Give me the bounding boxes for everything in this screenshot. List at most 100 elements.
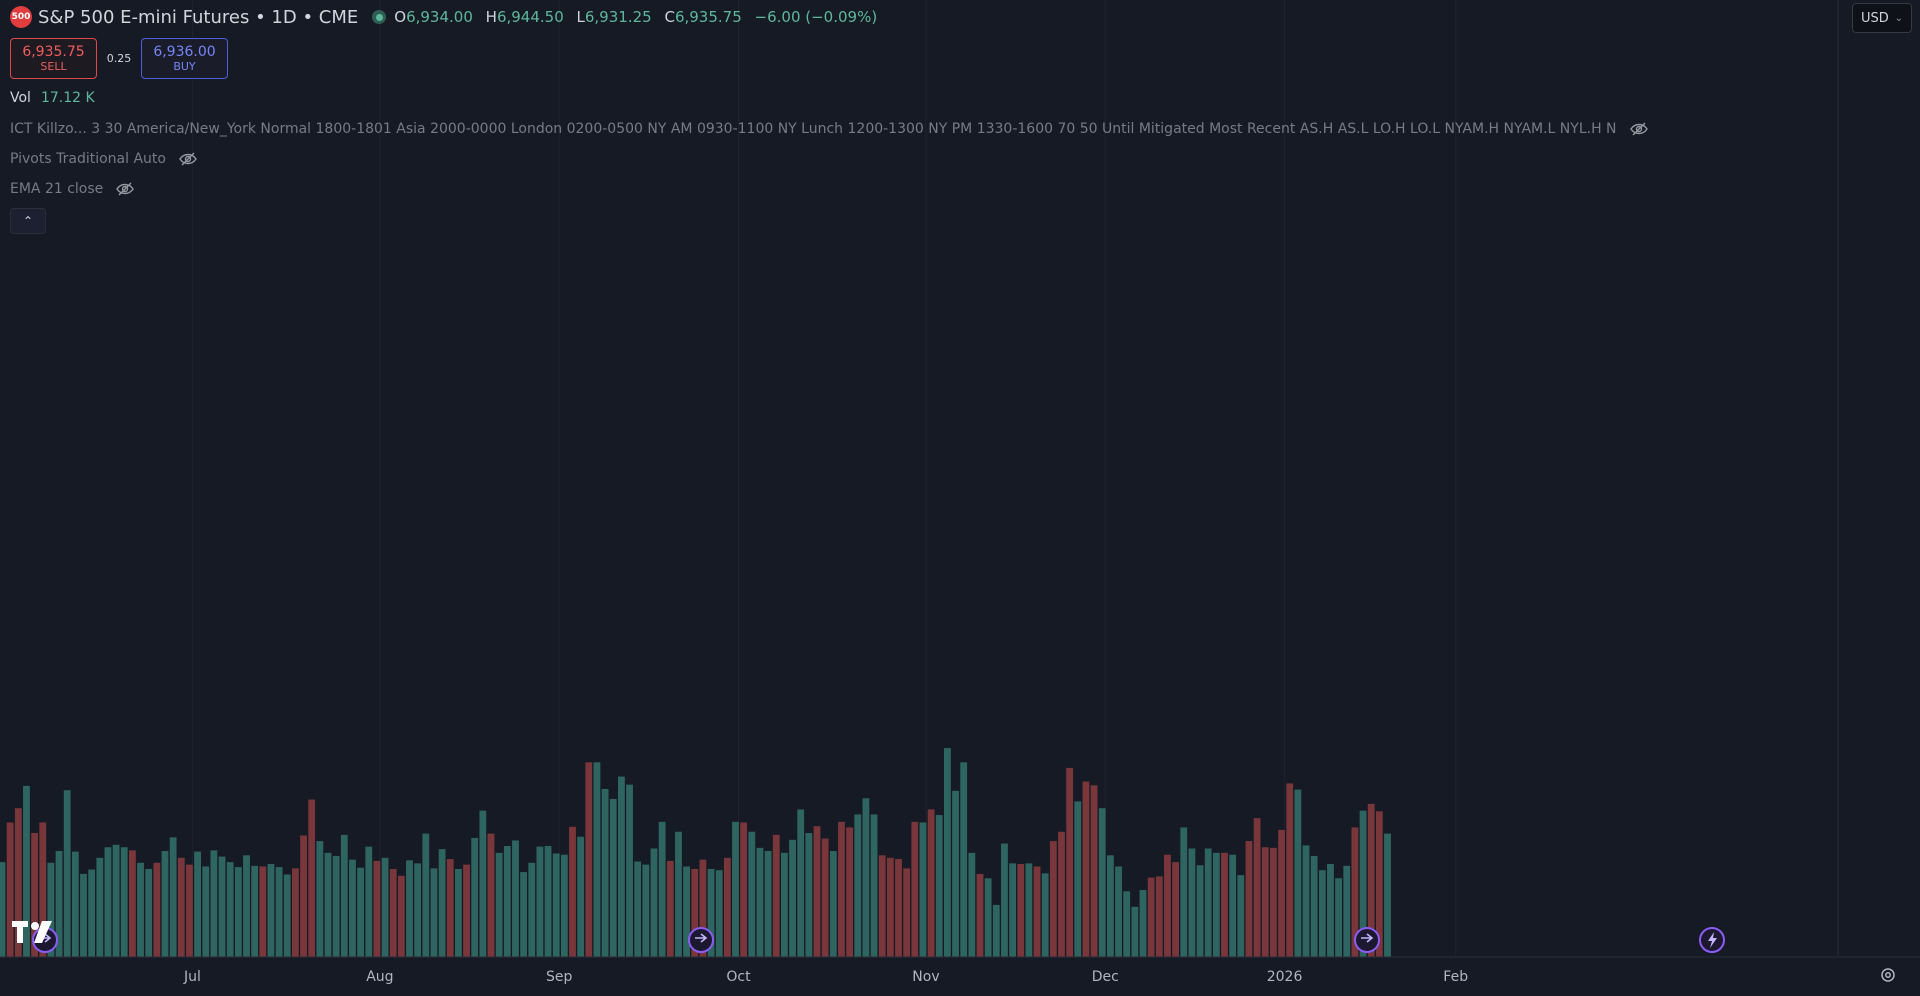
volume-bar [838,821,845,957]
currency-selector[interactable]: USD ⌄ [1852,3,1912,33]
volume-bar [707,868,715,957]
volume-bar [552,853,560,957]
volume-legend[interactable]: Vol 17.12 K [10,90,1649,108]
volume-bar [1090,785,1098,957]
volume-bar [748,831,756,957]
sell-button[interactable]: 6,935.75 SELL [10,38,97,79]
hidden-eye-icon[interactable] [115,181,135,197]
volume-bar [1261,847,1269,957]
price-axis-panel[interactable] [1838,0,1920,992]
volume-bar [740,822,748,957]
contract-roll-marker-icon[interactable] [688,927,714,953]
volume-bar [1001,843,1008,957]
gear-icon[interactable] [1880,967,1896,983]
volume-bar [870,814,878,957]
hidden-eye-icon[interactable] [178,151,198,167]
time-tick-label: Oct [726,969,751,985]
indicator-pivots-label: Pivots Traditional Auto [10,150,166,167]
collapse-legend-button[interactable]: ⌃ [10,208,46,234]
chart-legend: 500 S&P 500 E-mini Futures • 1D • CME O6… [10,6,1649,234]
contract-roll-marker-icon[interactable] [1354,927,1380,953]
volume-bar [960,762,968,957]
volume-bar [935,815,943,957]
indicator-ict-killzones-label: ICT Killzo... 3 30 America/New_York Norm… [10,120,1617,137]
volume-bar [895,859,902,957]
volume-bar [1123,891,1131,957]
volume-bar [1270,847,1277,957]
chevron-up-icon: ⌃ [22,214,34,228]
volume-bar [862,798,870,957]
volume-bar [1294,789,1302,957]
volume-bar [430,868,438,957]
volume-bar [397,875,405,957]
arrow-right-icon [695,933,708,943]
volume-bar [145,868,153,957]
buy-price: 6,936.00 [153,44,216,60]
volume-bar [1221,852,1228,957]
volume-bar [1310,855,1318,957]
volume-bar [544,846,552,957]
ohlc-low-label: L [576,8,585,26]
volume-bar [96,857,104,957]
volume-bar [1204,848,1212,957]
volume-legend-label: Vol [10,90,31,106]
volume-bar [1155,876,1163,957]
volume-bar [55,850,63,957]
volume-bar [1066,767,1074,957]
volume-bar [487,833,495,957]
volume-bar [577,836,585,957]
symbol-title[interactable]: S&P 500 E-mini Futures • 1D • CME [38,6,359,28]
volume-bar [1115,866,1122,957]
volume-bar [177,857,185,957]
marker-ring [1354,927,1380,953]
volume-bar [601,788,609,957]
volume-bar [634,861,642,957]
volume-bar [1025,863,1033,957]
volume-bar [789,839,796,957]
volume-bar [1343,865,1351,957]
tradingview-logo-icon[interactable] [12,919,56,945]
volume-bar [1318,870,1326,957]
volume-bar [194,851,201,957]
volume-bar [886,857,894,957]
volume-bar [528,862,536,957]
volume-bar [1327,864,1334,957]
volume-bar [120,847,128,957]
volume-bar [292,868,299,957]
currency-value: USD [1861,10,1889,26]
event-flash-marker-icon[interactable] [1699,927,1725,953]
volume-bar [373,860,381,957]
sell-label: SELL [40,60,67,73]
volume-bar [1058,831,1065,957]
volume-bar [1278,829,1285,957]
volume-bar [992,904,1000,957]
volume-bar [463,864,470,957]
market-open-status-icon[interactable] [372,10,387,24]
indicator-ict-killzones[interactable]: ICT Killzo... 3 30 America/New_York Norm… [10,119,1649,138]
buy-button[interactable]: 6,936.00 BUY [141,38,228,79]
volume-bar [813,826,821,957]
volume-bar [618,776,625,957]
ohlc-close-value: 6,935.75 [674,8,742,26]
volume-bar [683,866,690,957]
volume-bar [1017,864,1025,957]
volume-bar [1033,866,1041,957]
indicator-ema-label: EMA 21 close [10,180,104,197]
sell-price: 6,935.75 [22,44,85,60]
volume-bar [626,784,633,957]
chevron-down-icon: ⌄ [1894,12,1903,24]
volume-bar [911,821,919,957]
volume-bar [1212,852,1220,957]
volume-bar [520,872,527,957]
volume-bar [349,859,356,957]
indicator-pivots[interactable]: Pivots Traditional Auto [10,149,1649,168]
volume-bar [560,854,568,957]
volume-bar [772,834,780,957]
indicator-ema[interactable]: EMA 21 close [10,179,1649,198]
volume-bar [23,785,30,957]
volume-bar [153,862,161,957]
hidden-eye-icon[interactable] [1629,121,1649,137]
volume-bar [414,863,422,957]
